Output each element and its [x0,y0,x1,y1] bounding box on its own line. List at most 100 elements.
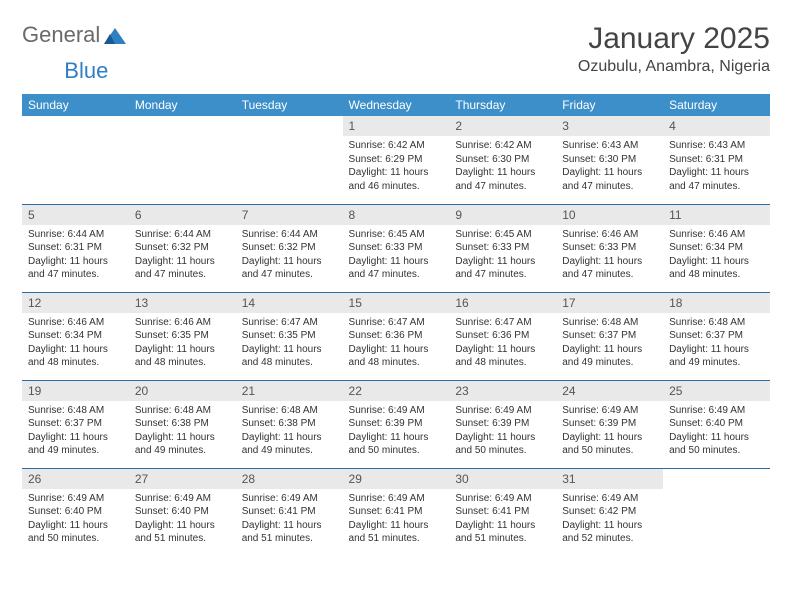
weekday-header-row: SundayMondayTuesdayWednesdayThursdayFrid… [22,94,770,116]
day-details: Sunrise: 6:49 AMSunset: 6:40 PMDaylight:… [663,401,770,462]
calendar-cell: 8Sunrise: 6:45 AMSunset: 6:33 PMDaylight… [343,204,450,292]
day-details: Sunrise: 6:49 AMSunset: 6:39 PMDaylight:… [343,401,450,462]
day-details: Sunrise: 6:47 AMSunset: 6:35 PMDaylight:… [236,313,343,374]
day-details: Sunrise: 6:48 AMSunset: 6:37 PMDaylight:… [22,401,129,462]
calendar-cell: 10Sunrise: 6:46 AMSunset: 6:33 PMDayligh… [556,204,663,292]
calendar-cell: 12Sunrise: 6:46 AMSunset: 6:34 PMDayligh… [22,292,129,380]
calendar-body: 1Sunrise: 6:42 AMSunset: 6:29 PMDaylight… [22,116,770,556]
calendar-cell: 25Sunrise: 6:49 AMSunset: 6:40 PMDayligh… [663,380,770,468]
day-details: Sunrise: 6:44 AMSunset: 6:32 PMDaylight:… [236,225,343,286]
day-number: 16 [449,293,556,313]
calendar-cell: 18Sunrise: 6:48 AMSunset: 6:37 PMDayligh… [663,292,770,380]
day-number: 11 [663,205,770,225]
day-number: 15 [343,293,450,313]
day-number: 5 [22,205,129,225]
day-number: 18 [663,293,770,313]
day-details: Sunrise: 6:42 AMSunset: 6:29 PMDaylight:… [343,136,450,197]
calendar-row: 5Sunrise: 6:44 AMSunset: 6:31 PMDaylight… [22,204,770,292]
day-details: Sunrise: 6:42 AMSunset: 6:30 PMDaylight:… [449,136,556,197]
day-details: Sunrise: 6:49 AMSunset: 6:42 PMDaylight:… [556,489,663,550]
location: Ozubulu, Anambra, Nigeria [578,58,770,76]
day-details: Sunrise: 6:49 AMSunset: 6:39 PMDaylight:… [449,401,556,462]
logo-icon [104,26,126,44]
day-details: Sunrise: 6:43 AMSunset: 6:30 PMDaylight:… [556,136,663,197]
day-details: Sunrise: 6:48 AMSunset: 6:37 PMDaylight:… [556,313,663,374]
day-details: Sunrise: 6:49 AMSunset: 6:41 PMDaylight:… [343,489,450,550]
day-number: 7 [236,205,343,225]
calendar-cell [22,116,129,204]
calendar-cell: 1Sunrise: 6:42 AMSunset: 6:29 PMDaylight… [343,116,450,204]
logo: General [22,22,128,48]
day-number: 12 [22,293,129,313]
calendar-cell: 4Sunrise: 6:43 AMSunset: 6:31 PMDaylight… [663,116,770,204]
day-number: 19 [22,381,129,401]
calendar-cell: 31Sunrise: 6:49 AMSunset: 6:42 PMDayligh… [556,468,663,556]
day-number: 21 [236,381,343,401]
day-details: Sunrise: 6:46 AMSunset: 6:33 PMDaylight:… [556,225,663,286]
day-number: 30 [449,469,556,489]
calendar-cell: 22Sunrise: 6:49 AMSunset: 6:39 PMDayligh… [343,380,450,468]
calendar-table: SundayMondayTuesdayWednesdayThursdayFrid… [22,94,770,556]
day-number: 27 [129,469,236,489]
calendar-cell: 3Sunrise: 6:43 AMSunset: 6:30 PMDaylight… [556,116,663,204]
calendar-cell: 24Sunrise: 6:49 AMSunset: 6:39 PMDayligh… [556,380,663,468]
calendar-cell: 17Sunrise: 6:48 AMSunset: 6:37 PMDayligh… [556,292,663,380]
calendar-cell [663,468,770,556]
weekday-header: Wednesday [343,94,450,116]
calendar-row: 1Sunrise: 6:42 AMSunset: 6:29 PMDaylight… [22,116,770,204]
calendar-cell [236,116,343,204]
day-details: Sunrise: 6:49 AMSunset: 6:41 PMDaylight:… [236,489,343,550]
calendar-cell: 14Sunrise: 6:47 AMSunset: 6:35 PMDayligh… [236,292,343,380]
calendar-cell: 30Sunrise: 6:49 AMSunset: 6:41 PMDayligh… [449,468,556,556]
weekday-header: Tuesday [236,94,343,116]
day-number: 9 [449,205,556,225]
calendar-cell [129,116,236,204]
day-details: Sunrise: 6:44 AMSunset: 6:32 PMDaylight:… [129,225,236,286]
day-details: Sunrise: 6:44 AMSunset: 6:31 PMDaylight:… [22,225,129,286]
calendar-cell: 13Sunrise: 6:46 AMSunset: 6:35 PMDayligh… [129,292,236,380]
day-details: Sunrise: 6:46 AMSunset: 6:34 PMDaylight:… [663,225,770,286]
day-number: 29 [343,469,450,489]
day-number: 17 [556,293,663,313]
day-number: 28 [236,469,343,489]
calendar-cell: 26Sunrise: 6:49 AMSunset: 6:40 PMDayligh… [22,468,129,556]
calendar-cell: 15Sunrise: 6:47 AMSunset: 6:36 PMDayligh… [343,292,450,380]
day-details: Sunrise: 6:49 AMSunset: 6:40 PMDaylight:… [129,489,236,550]
day-details: Sunrise: 6:49 AMSunset: 6:39 PMDaylight:… [556,401,663,462]
day-number: 3 [556,116,663,136]
day-number: 8 [343,205,450,225]
day-number: 23 [449,381,556,401]
calendar-cell: 21Sunrise: 6:48 AMSunset: 6:38 PMDayligh… [236,380,343,468]
calendar-row: 26Sunrise: 6:49 AMSunset: 6:40 PMDayligh… [22,468,770,556]
day-number: 10 [556,205,663,225]
calendar-row: 12Sunrise: 6:46 AMSunset: 6:34 PMDayligh… [22,292,770,380]
calendar-cell: 11Sunrise: 6:46 AMSunset: 6:34 PMDayligh… [663,204,770,292]
calendar-cell: 5Sunrise: 6:44 AMSunset: 6:31 PMDaylight… [22,204,129,292]
calendar-cell: 28Sunrise: 6:49 AMSunset: 6:41 PMDayligh… [236,468,343,556]
day-details: Sunrise: 6:43 AMSunset: 6:31 PMDaylight:… [663,136,770,197]
calendar-cell: 16Sunrise: 6:47 AMSunset: 6:36 PMDayligh… [449,292,556,380]
day-number: 2 [449,116,556,136]
day-details: Sunrise: 6:48 AMSunset: 6:37 PMDaylight:… [663,313,770,374]
calendar-cell: 9Sunrise: 6:45 AMSunset: 6:33 PMDaylight… [449,204,556,292]
day-number: 14 [236,293,343,313]
day-details: Sunrise: 6:49 AMSunset: 6:40 PMDaylight:… [22,489,129,550]
day-number: 4 [663,116,770,136]
day-details: Sunrise: 6:46 AMSunset: 6:34 PMDaylight:… [22,313,129,374]
calendar-cell: 2Sunrise: 6:42 AMSunset: 6:30 PMDaylight… [449,116,556,204]
day-number: 22 [343,381,450,401]
day-details: Sunrise: 6:48 AMSunset: 6:38 PMDaylight:… [129,401,236,462]
day-details: Sunrise: 6:46 AMSunset: 6:35 PMDaylight:… [129,313,236,374]
day-number: 24 [556,381,663,401]
day-details: Sunrise: 6:45 AMSunset: 6:33 PMDaylight:… [449,225,556,286]
day-number: 26 [22,469,129,489]
day-details: Sunrise: 6:48 AMSunset: 6:38 PMDaylight:… [236,401,343,462]
calendar-cell: 27Sunrise: 6:49 AMSunset: 6:40 PMDayligh… [129,468,236,556]
weekday-header: Thursday [449,94,556,116]
day-number: 31 [556,469,663,489]
logo-text-b: Blue [64,58,108,84]
day-number: 1 [343,116,450,136]
day-details: Sunrise: 6:49 AMSunset: 6:41 PMDaylight:… [449,489,556,550]
weekday-header: Saturday [663,94,770,116]
calendar-cell: 7Sunrise: 6:44 AMSunset: 6:32 PMDaylight… [236,204,343,292]
